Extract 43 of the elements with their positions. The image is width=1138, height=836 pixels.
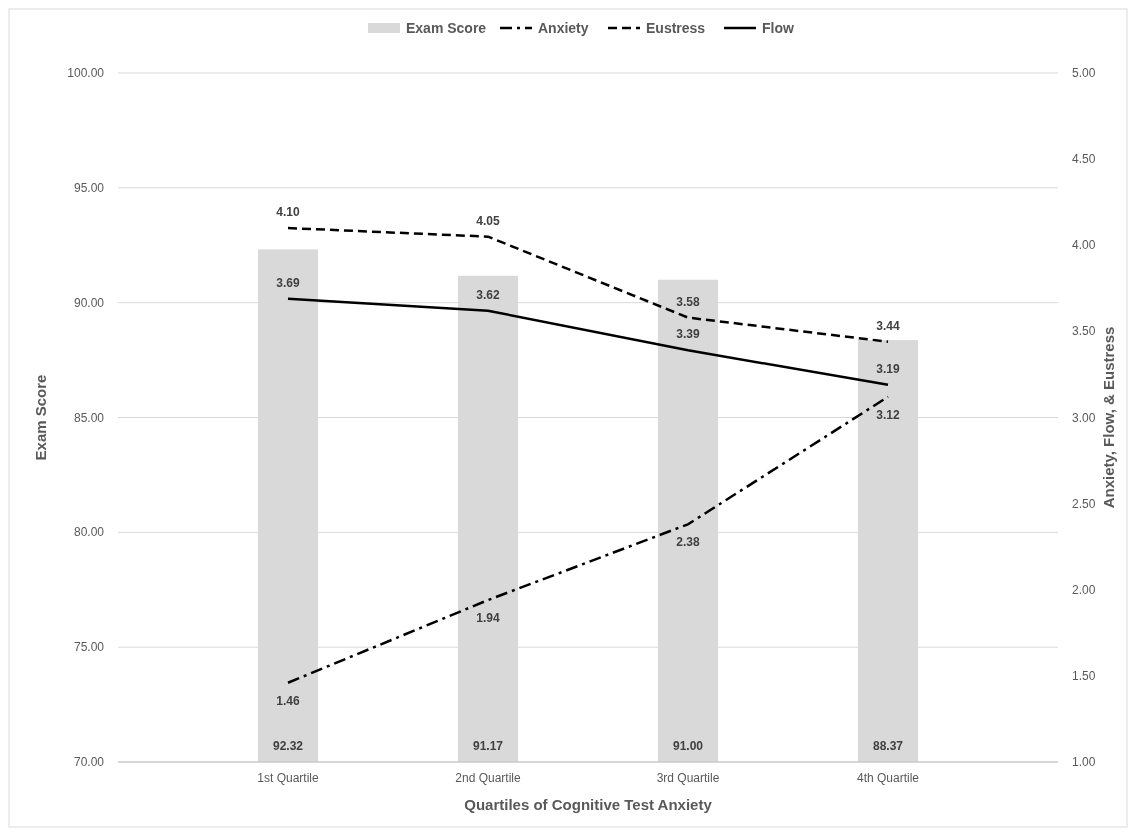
y-tick-label: 75.00 (73, 640, 105, 655)
y2-axis-title: Anxiety, Flow, & Eustress (1100, 326, 1117, 509)
y2-tick-label: 1.00 (1072, 755, 1096, 769)
data-label: 4.05 (476, 213, 500, 228)
data-label: 1.94 (476, 611, 500, 626)
legend-label: Flow (762, 20, 794, 36)
data-label: 3.44 (876, 318, 900, 333)
y2-tick-label: 3.50 (1072, 324, 1096, 339)
data-label: 3.62 (476, 287, 500, 302)
data-label: 3.58 (676, 294, 700, 309)
y2-tick-label: 4.00 (1072, 238, 1096, 253)
legend-label: Exam Score (406, 20, 487, 36)
x-tick-label: 3rd Quartile (656, 771, 720, 785)
data-label: 88.37 (872, 739, 904, 753)
y-tick-label: 70.00 (73, 755, 105, 769)
y2-tick-label: 2.50 (1072, 496, 1096, 511)
x-tick-label: 1st Quartile (257, 771, 320, 785)
legend-label: Eustress (646, 20, 706, 36)
data-label: 3.19 (876, 361, 900, 376)
y2-tick-label: 2.00 (1072, 582, 1096, 597)
data-label: 4.10 (276, 205, 300, 220)
y-tick-label: 90.00 (73, 295, 105, 310)
y-tick-label: 80.00 (73, 525, 105, 540)
y-tick-label: 100.00 (67, 66, 105, 80)
data-label: 92.32 (272, 739, 304, 753)
x-axis-title: Quartiles of Cognitive Test Anxiety (464, 796, 713, 813)
data-label: 91.00 (672, 739, 704, 753)
y2-tick-label: 3.00 (1072, 410, 1096, 425)
data-label: 3.69 (276, 275, 300, 290)
x-tick-label: 4th Quartile (856, 771, 920, 785)
data-label: 91.17 (472, 739, 504, 753)
data-label: 3.12 (876, 407, 900, 422)
data-label: 2.38 (676, 535, 700, 550)
y-tick-label: 85.00 (73, 410, 105, 425)
y-tick-label: 95.00 (73, 180, 105, 195)
y2-tick-label: 1.50 (1072, 668, 1096, 683)
x-tick-label: 2nd Quartile (455, 771, 522, 785)
y2-tick-label: 4.50 (1072, 152, 1096, 167)
data-label: 1.46 (276, 693, 300, 708)
data-label: 3.39 (676, 327, 700, 342)
legend-label: Anxiety (538, 20, 589, 36)
y2-tick-label: 5.00 (1072, 66, 1096, 80)
y-axis-title: Exam Score (32, 374, 49, 461)
